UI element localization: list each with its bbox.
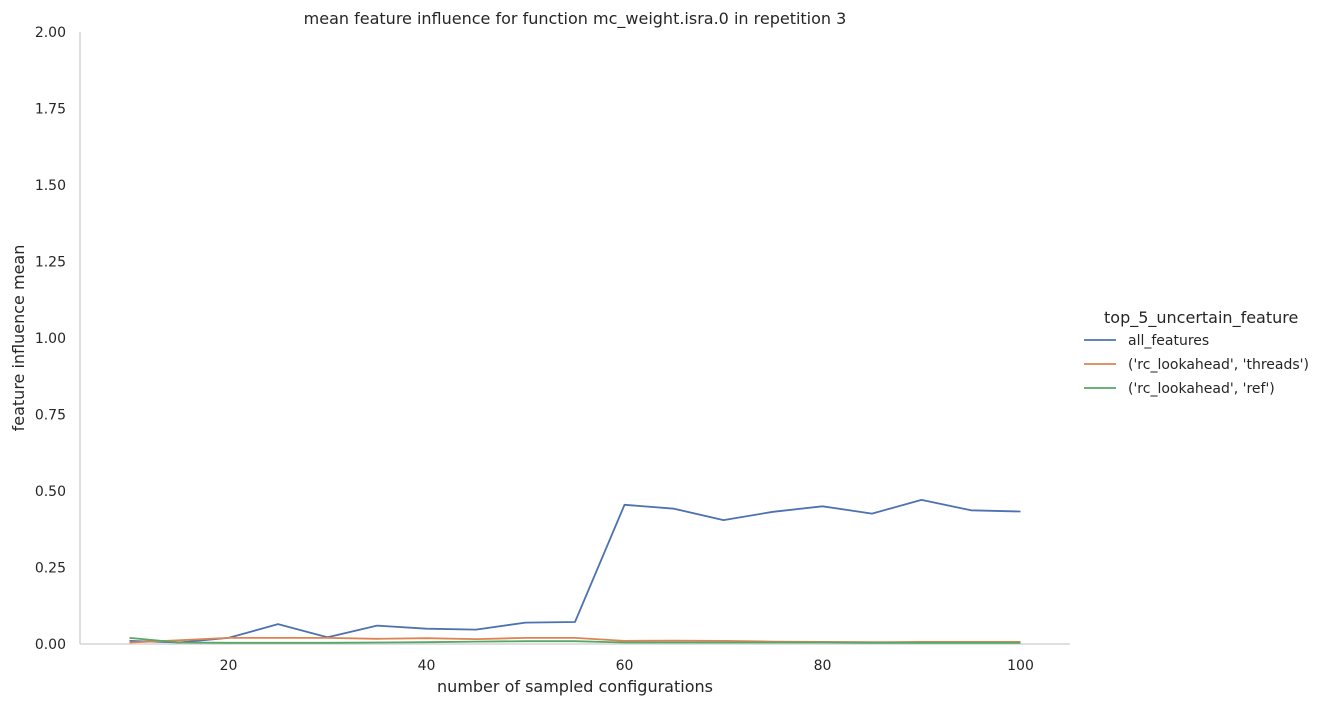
y-tick-label: 1.25 (35, 255, 66, 271)
legend: top_5_uncertain_feature all_features ('rc… (1084, 308, 1309, 397)
legend-title: top_5_uncertain_feature (1104, 308, 1298, 328)
x-tick-label: 40 (418, 658, 436, 674)
y-tick-label: 1.50 (35, 178, 66, 194)
y-tick-label: 0.00 (35, 637, 66, 653)
x-tick-label: 100 (1007, 658, 1034, 674)
y-tick-label: 0.75 (35, 408, 66, 424)
x-tick-label: 80 (814, 658, 832, 674)
y-tick-label: 0.50 (35, 484, 66, 500)
legend-label: ('rc_lookahead', 'ref') (1128, 381, 1275, 397)
y-axis-label: feature influence mean (9, 245, 28, 432)
series-line-0 (129, 498, 1021, 644)
series-layer (129, 498, 1021, 644)
legend-label: ('rc_lookahead', 'threads') (1128, 357, 1309, 373)
axes: 20 40 60 80 100 0.00 0.25 0.50 0.75 1.00 1.25 1.50 1… (35, 25, 1070, 674)
y-tick-label: 1.00 (35, 331, 66, 347)
chart-title: mean feature influence for function mc_w… (304, 9, 847, 29)
x-tick-label: 20 (220, 658, 238, 674)
series-line-2 (129, 637, 1021, 644)
y-tick-label: 1.75 (35, 102, 66, 118)
x-tick-label: 60 (616, 658, 634, 674)
legend-label: all_features (1128, 333, 1209, 349)
y-tick-label: 2.00 (35, 25, 66, 41)
x-axis-label: number of sampled configurations (437, 677, 713, 696)
y-tick-label: 0.25 (35, 561, 66, 577)
